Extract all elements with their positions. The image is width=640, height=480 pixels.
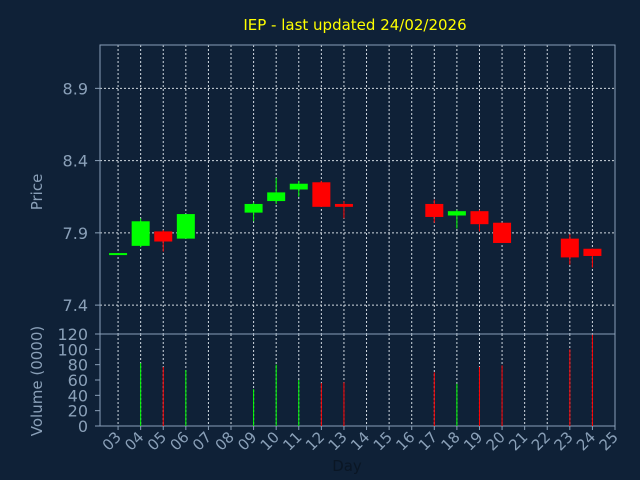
day-tick-labels: 0304050607080910111213141516171819202122… xyxy=(99,426,622,454)
candle-body xyxy=(244,203,263,213)
day-axis-label: Day xyxy=(332,457,362,475)
volume-tick-label: 80 xyxy=(68,356,88,375)
price-tick-label: 7.4 xyxy=(63,296,88,315)
volume-axis-label: Volume (0000) xyxy=(28,326,46,436)
candle-body xyxy=(109,253,128,256)
volume-series xyxy=(140,334,593,426)
candle-series xyxy=(109,177,602,268)
volume-tick-label: 0 xyxy=(78,417,88,436)
candle-body xyxy=(154,231,173,242)
candle-body xyxy=(131,221,150,246)
volume-tick-label: 40 xyxy=(68,386,88,405)
candle-body xyxy=(176,214,195,239)
price-tick-label: 8.9 xyxy=(63,79,88,98)
candle-body xyxy=(289,183,308,190)
price-tick-label: 7.9 xyxy=(63,224,88,243)
price-tick-labels: 7.4 7.9 8.4 8.9 xyxy=(63,79,100,315)
chart-title: IEP - last updated 24/02/2026 xyxy=(243,16,466,34)
volume-tick-label: 20 xyxy=(68,402,88,421)
volume-tick-label: 60 xyxy=(68,371,88,390)
candle-body xyxy=(267,192,286,202)
candle-body xyxy=(334,203,353,207)
candle-body xyxy=(493,222,512,243)
price-tick-label: 8.4 xyxy=(63,152,88,171)
candle-body xyxy=(583,248,602,256)
volume-tick-label: 120 xyxy=(57,325,88,344)
candle-body xyxy=(425,203,444,217)
candle-body xyxy=(470,211,489,225)
candle-body xyxy=(447,211,466,216)
volume-tick-label: 100 xyxy=(57,340,88,359)
candle-body xyxy=(312,182,331,207)
price-axis-label: Price xyxy=(28,174,46,211)
candle-body xyxy=(560,238,579,258)
